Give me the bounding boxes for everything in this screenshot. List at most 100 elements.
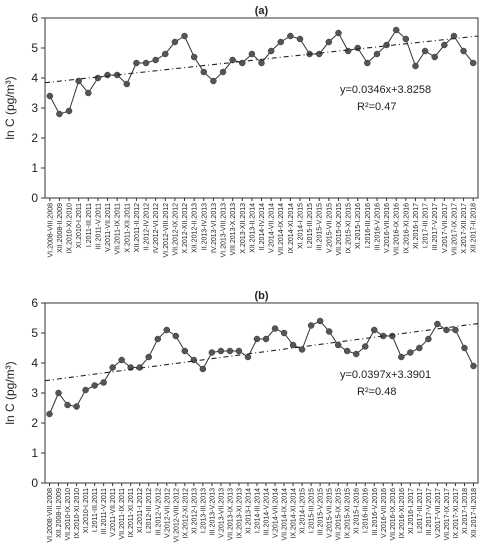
x-tick-label: XII.2008-II.2009 bbox=[56, 488, 63, 538]
data-point bbox=[190, 53, 198, 61]
x-tick-label: VII.2017-IX.2017 bbox=[444, 488, 451, 541]
x-tick-label: I.2014-III.2014 bbox=[254, 488, 261, 533]
x-tick-label: V.2017-VII.2017 bbox=[435, 488, 442, 538]
x-tick-label: VIII.2013-X.2013 bbox=[230, 203, 237, 256]
x-tick-label: X.2013-XII.2013 bbox=[240, 203, 247, 254]
y-tick-label: 4 bbox=[31, 356, 38, 370]
y-tick-label: 1 bbox=[31, 161, 38, 175]
data-point bbox=[199, 365, 207, 373]
data-point bbox=[73, 403, 80, 410]
data-point bbox=[217, 347, 225, 355]
data-point bbox=[325, 328, 333, 335]
data-point bbox=[55, 389, 62, 397]
data-point bbox=[373, 50, 381, 58]
x-tick-label: V.2016-VII.2016 bbox=[384, 203, 391, 253]
data-point bbox=[64, 401, 71, 409]
x-tick-label: VI.2013-VIII.2013 bbox=[221, 203, 228, 258]
data-point bbox=[208, 349, 216, 356]
x-tick-label: III.2012-V.2012 bbox=[155, 488, 162, 535]
data-point bbox=[371, 326, 378, 334]
data-point bbox=[181, 347, 189, 355]
x-tick-label: V.2013-VII.2013 bbox=[218, 488, 225, 538]
data-point bbox=[75, 77, 82, 85]
x-tick-label: XI.2011-I.2012 bbox=[137, 488, 144, 534]
data-point bbox=[171, 38, 179, 46]
x-tick-label: X.2017-XII.2017 bbox=[461, 203, 468, 254]
x-tick-label: I.2011-III.2011 bbox=[92, 488, 99, 532]
x-tick-label: VII.2011-IX.2011 bbox=[119, 488, 126, 540]
x-tick-label: III.2011-V.2011 bbox=[95, 203, 102, 249]
chart-title: (a) bbox=[255, 5, 269, 17]
data-point bbox=[431, 53, 438, 61]
y-tick-label: 5 bbox=[31, 41, 38, 55]
x-tick-label: IV.2012-VI.2012 bbox=[153, 203, 160, 253]
x-tick-label: XII.2011-II.2012 bbox=[134, 203, 141, 252]
y-tick-label: 3 bbox=[31, 101, 38, 115]
data-point bbox=[460, 47, 467, 55]
data-point bbox=[235, 347, 243, 355]
x-tick-label: IX.2012-XI.2012 bbox=[182, 488, 189, 539]
x-tick-label: V.2014-VII.2014 bbox=[273, 488, 280, 538]
data-point bbox=[402, 35, 410, 43]
data-point bbox=[383, 41, 390, 49]
x-tick-label: IX.2016-XI.2016 bbox=[399, 488, 406, 539]
x-tick-label: X.2012-XII.2012 bbox=[182, 203, 189, 254]
x-tick-label: VII.2016-IX.2016 bbox=[390, 488, 397, 541]
x-tick-label: XI.2016-I.2017 bbox=[408, 488, 415, 534]
data-point bbox=[315, 50, 323, 58]
x-tick-label: V.2014-VII.2014 bbox=[269, 203, 276, 253]
x-tick-label: I.2017-III.2017 bbox=[423, 203, 430, 248]
plot-frame bbox=[44, 302, 479, 484]
x-tick-label: II.2013-IV.2013 bbox=[201, 203, 208, 250]
x-tick-label: VI.2012-VIII.2012 bbox=[173, 488, 180, 543]
data-point bbox=[85, 89, 92, 97]
x-tick-label: V.2017-VII.2017 bbox=[442, 203, 449, 253]
x-tick-label: III.2017-V.2017 bbox=[426, 488, 433, 535]
x-tick-label: XI.2015-I.2016 bbox=[354, 488, 361, 534]
y-tick-label: 2 bbox=[31, 416, 38, 430]
data-point bbox=[343, 347, 351, 355]
x-tick-label: VII.2012-IX.2012 bbox=[172, 203, 179, 256]
data-point bbox=[253, 335, 261, 343]
y-tick-label: 1 bbox=[31, 446, 38, 460]
data-point bbox=[344, 47, 352, 55]
x-tick-label: I.2015-III.2015 bbox=[307, 203, 314, 248]
data-point bbox=[364, 59, 371, 67]
x-tick-label: V.2011-VII.2011 bbox=[110, 488, 117, 537]
data-point bbox=[210, 77, 217, 85]
x-tick-label: V.2011-VII.2011 bbox=[105, 203, 112, 252]
data-point bbox=[163, 326, 171, 334]
data-point bbox=[219, 68, 227, 76]
data-point bbox=[94, 74, 102, 82]
data-point bbox=[389, 332, 396, 340]
data-point bbox=[248, 50, 256, 58]
data-point bbox=[407, 349, 414, 356]
y-tick-label: 0 bbox=[31, 476, 38, 490]
x-tick-label: XI.2012-I.2013 bbox=[191, 488, 198, 534]
x-tick-label: XI.2014-I.2015 bbox=[300, 488, 307, 534]
data-point bbox=[56, 110, 63, 118]
x-tick-label: V.2015-VII.2015 bbox=[326, 203, 333, 253]
x-tick-label: VII.2017-IX.2017 bbox=[451, 203, 458, 256]
x-tick-label: III.2013-V.2013 bbox=[209, 488, 216, 535]
x-tick-label: III.2011-V.2011 bbox=[101, 488, 108, 534]
x-tick-label: IX.2017-XI.2017 bbox=[453, 488, 460, 539]
x-tick-label: I.2011-III.2011 bbox=[86, 203, 93, 247]
data-point bbox=[142, 59, 150, 67]
data-point bbox=[226, 347, 234, 355]
y-tick-label: 6 bbox=[31, 296, 38, 310]
r-squared: R²=0.48 bbox=[357, 386, 396, 398]
x-tick-label: VII.2016-IX.2016 bbox=[394, 203, 401, 256]
x-tick-label: IX.2015-XI.2015 bbox=[345, 488, 352, 539]
data-point bbox=[200, 68, 208, 76]
x-tick-label: VII.2011-IX.2011 bbox=[115, 203, 122, 255]
trend-line bbox=[44, 35, 479, 84]
x-tick-label: VII.2014-IX.2014 bbox=[282, 488, 289, 541]
y-axis-label: ln C (pg/m³) bbox=[3, 361, 17, 424]
x-tick-label: I.2013-III.2013 bbox=[200, 488, 207, 533]
data-point bbox=[154, 335, 162, 343]
data-point bbox=[425, 335, 432, 343]
data-point bbox=[258, 59, 265, 67]
data-point bbox=[434, 320, 441, 328]
